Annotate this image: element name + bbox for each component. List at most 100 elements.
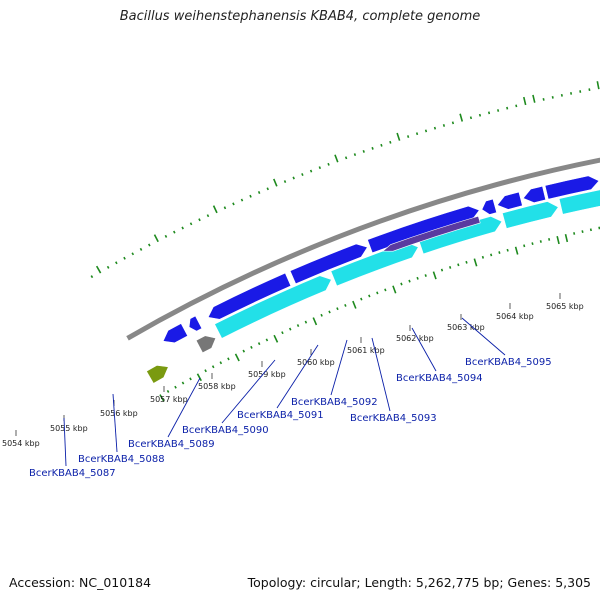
scale-tick-label: 5064 kbp bbox=[496, 312, 534, 321]
gene-leader-line bbox=[221, 359, 276, 424]
gene-label: BcerKBAB4_5093 bbox=[350, 413, 437, 424]
gc-content-mark bbox=[481, 255, 485, 259]
gc-skew-mark bbox=[551, 95, 554, 99]
gc-skew-mark bbox=[181, 226, 184, 230]
gc-content-mark bbox=[273, 334, 279, 343]
gc-content-mark bbox=[304, 320, 308, 324]
gc-skew-mark bbox=[344, 156, 348, 160]
reverse-gene bbox=[501, 201, 559, 229]
gc-skew-mark bbox=[131, 252, 135, 256]
gc-content-mark bbox=[384, 288, 387, 292]
gc-skew-mark bbox=[570, 92, 573, 95]
forward-gene bbox=[496, 191, 523, 210]
gc-content-mark bbox=[473, 258, 478, 267]
gc-content-mark bbox=[189, 377, 192, 381]
scale-tick-label: 5056 kbp bbox=[100, 409, 138, 418]
gc-skew-mark bbox=[532, 94, 536, 103]
scale-tick-label: 5063 kbp bbox=[447, 323, 485, 332]
map-title: Bacillus weihenstephanensis KBAB4, compl… bbox=[119, 9, 481, 24]
forward-gene bbox=[522, 185, 547, 204]
gene-leader-line bbox=[167, 377, 201, 438]
gc-content-mark bbox=[312, 317, 318, 326]
gc-skew-mark bbox=[596, 81, 600, 90]
gc-skew-mark bbox=[318, 166, 322, 170]
gc-content-mark bbox=[376, 291, 379, 295]
scale-tick-label: 5054 kbp bbox=[2, 439, 40, 448]
gene-label: BcerKBAB4_5087 bbox=[29, 468, 116, 479]
topology-text: Topology: circular; Length: 5,262,775 bp… bbox=[247, 575, 591, 590]
gc-skew-mark bbox=[249, 194, 252, 198]
gene-leader-line bbox=[276, 344, 319, 409]
scale-tick-label: 5065 kbp bbox=[546, 302, 584, 311]
gc-skew-mark bbox=[396, 132, 401, 141]
gene-label: BcerKBAB4_5089 bbox=[128, 439, 215, 450]
gc-content-mark bbox=[392, 285, 397, 294]
forward-gene bbox=[162, 323, 189, 344]
gene-leader-line bbox=[461, 317, 506, 356]
gc-content-mark bbox=[196, 373, 202, 382]
gc-content-mark bbox=[432, 271, 437, 280]
gc-skew-mark bbox=[451, 121, 455, 125]
gc-skew-mark bbox=[309, 169, 313, 173]
gc-content-mark bbox=[506, 248, 509, 252]
gc-content-mark bbox=[204, 369, 207, 373]
gc-skew-mark bbox=[459, 113, 464, 122]
gc-content-mark bbox=[457, 263, 460, 267]
forward-gene bbox=[289, 243, 368, 285]
gc-content-mark bbox=[514, 246, 519, 255]
reverse-gene-track bbox=[146, 189, 600, 384]
gc-content-mark bbox=[465, 260, 468, 264]
gc-skew-mark bbox=[123, 256, 126, 260]
gc-skew-mark bbox=[334, 154, 339, 163]
gc-content-mark bbox=[424, 274, 427, 277]
gc-skew-mark bbox=[115, 261, 118, 265]
gc-skew-mark bbox=[273, 178, 278, 187]
gc-skew-mark bbox=[560, 93, 563, 97]
reverse-gene bbox=[214, 275, 332, 339]
forward-gene bbox=[544, 175, 600, 200]
gc-skew-mark bbox=[327, 162, 330, 166]
forward-gene bbox=[207, 272, 292, 320]
gc-content-mark bbox=[598, 226, 600, 230]
gc-skew-mark bbox=[173, 230, 176, 234]
gc-content-mark bbox=[234, 353, 240, 362]
gc-content-mark bbox=[242, 349, 246, 353]
gc-skew-mark bbox=[266, 187, 269, 191]
gc-content-mark bbox=[288, 327, 292, 331]
gc-skew-mark bbox=[90, 275, 94, 279]
gene-label: BcerKBAB4_5094 bbox=[396, 373, 483, 384]
gc-content-mark bbox=[257, 342, 261, 346]
gc-skew-mark bbox=[106, 265, 110, 269]
gene-leader-line bbox=[112, 393, 118, 453]
gc-content-mark bbox=[320, 313, 323, 317]
gc-content-mark bbox=[265, 338, 269, 342]
gc-content-mark bbox=[328, 310, 331, 314]
gc-content-mark bbox=[166, 389, 170, 393]
gc-skew-mark bbox=[257, 191, 261, 194]
gene-leader-line bbox=[330, 339, 348, 396]
gc-skew-mark bbox=[353, 153, 357, 157]
gc-content-mark bbox=[211, 365, 215, 369]
reverse-gene bbox=[330, 242, 419, 287]
gc-skew-mark bbox=[148, 243, 151, 247]
gc-skew-mark bbox=[153, 234, 159, 243]
gene-labels: BcerKBAB4_5087 BcerKBAB4_5088 BcerKBAB4_50… bbox=[29, 317, 552, 479]
gc-skew-mark bbox=[301, 173, 304, 176]
scale-tick-label: 5060 kbp bbox=[297, 358, 335, 367]
gc-skew-mark bbox=[389, 140, 392, 144]
gc-content-mark bbox=[368, 294, 371, 298]
scale-tick-label: 5061 kbp bbox=[347, 346, 385, 355]
scale-tick-label: 5057 kbp bbox=[150, 395, 188, 404]
gc-skew-mark bbox=[478, 113, 482, 117]
gc-content-mark bbox=[174, 385, 177, 389]
gc-skew-mark bbox=[542, 98, 545, 101]
scale-tick-label: 5059 kbp bbox=[248, 370, 286, 379]
forward-gene-track bbox=[162, 173, 600, 344]
gc-skew-mark bbox=[139, 247, 143, 251]
accession-text: Accession: NC_010184 bbox=[9, 575, 152, 590]
gc-content-mark bbox=[250, 345, 253, 349]
gc-content-mark bbox=[296, 324, 300, 328]
gc-skew-mark bbox=[424, 129, 428, 133]
gc-skew-mark bbox=[523, 96, 527, 106]
gc-content-inner-track bbox=[159, 226, 600, 402]
